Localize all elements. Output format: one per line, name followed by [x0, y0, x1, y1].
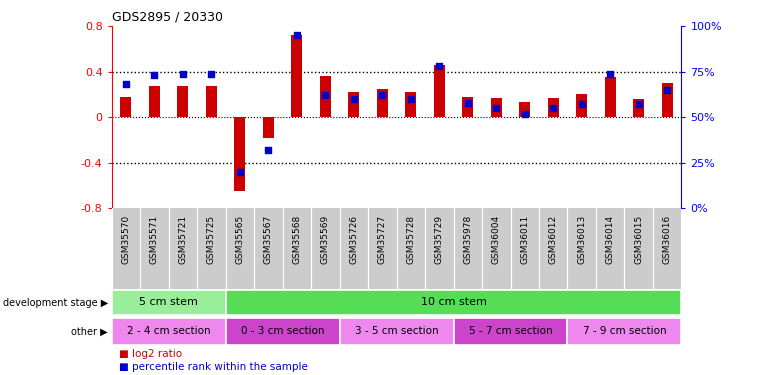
Bar [263, 117, 274, 138]
Text: 5 cm stem: 5 cm stem [139, 297, 198, 307]
Text: GSM36016: GSM36016 [663, 214, 671, 264]
Bar [462, 97, 474, 117]
Text: GSM35726: GSM35726 [350, 214, 358, 264]
Bar [340, 318, 454, 345]
Text: 2 - 4 cm section: 2 - 4 cm section [127, 326, 210, 336]
Point [547, 105, 560, 111]
Point [604, 70, 617, 76]
Bar [226, 290, 681, 315]
Text: development stage ▶: development stage ▶ [2, 298, 108, 308]
Text: GSM35569: GSM35569 [321, 214, 330, 264]
Bar [567, 318, 681, 345]
Point [348, 96, 360, 102]
Text: other ▶: other ▶ [71, 327, 108, 337]
Bar [661, 83, 673, 117]
Text: GSM35571: GSM35571 [150, 214, 159, 264]
Text: 10 cm stem: 10 cm stem [420, 297, 487, 307]
Bar [177, 87, 189, 117]
Bar [576, 94, 588, 117]
Bar [149, 87, 160, 117]
Bar [206, 87, 217, 117]
Bar [226, 318, 340, 345]
Point [433, 63, 445, 69]
Bar [112, 290, 226, 315]
Bar [112, 318, 226, 345]
Point [320, 92, 332, 98]
Bar [454, 318, 567, 345]
Text: 5 - 7 cm section: 5 - 7 cm section [469, 326, 552, 336]
Point [205, 70, 218, 76]
Text: GSM35567: GSM35567 [264, 214, 273, 264]
Text: GSM35727: GSM35727 [378, 214, 387, 264]
Point [519, 111, 531, 117]
Bar [377, 89, 388, 117]
Bar [405, 92, 417, 117]
Point [262, 147, 275, 153]
Point [291, 32, 303, 38]
Bar [604, 77, 616, 117]
Text: 0 - 3 cm section: 0 - 3 cm section [241, 326, 324, 336]
Point [633, 102, 645, 108]
Text: ■ log2 ratio: ■ log2 ratio [119, 350, 182, 359]
Bar [120, 97, 132, 117]
Point [376, 92, 388, 98]
Text: GSM35729: GSM35729 [435, 214, 444, 264]
Text: GSM35568: GSM35568 [293, 214, 301, 264]
Text: GSM36014: GSM36014 [606, 214, 614, 264]
Text: GDS2895 / 20330: GDS2895 / 20330 [112, 11, 223, 24]
Text: GSM35570: GSM35570 [122, 214, 130, 264]
Text: GSM36015: GSM36015 [634, 214, 643, 264]
Bar [348, 92, 360, 117]
Point [234, 169, 246, 175]
Bar [633, 99, 644, 117]
Text: 3 - 5 cm section: 3 - 5 cm section [355, 326, 438, 336]
Point [148, 72, 160, 78]
Point [490, 105, 503, 111]
Text: GSM36004: GSM36004 [492, 214, 501, 264]
Text: ■ percentile rank within the sample: ■ percentile rank within the sample [119, 362, 308, 372]
Point [176, 70, 189, 76]
Text: GSM35978: GSM35978 [464, 214, 472, 264]
Bar [490, 98, 502, 117]
Point [661, 87, 673, 93]
Text: GSM35725: GSM35725 [207, 214, 216, 264]
Text: GSM36011: GSM36011 [521, 214, 529, 264]
Bar [320, 76, 331, 117]
Bar [434, 65, 445, 117]
Point [576, 102, 588, 108]
Text: GSM36012: GSM36012 [549, 214, 557, 264]
Point [462, 100, 474, 106]
Point [120, 81, 132, 87]
Text: GSM35728: GSM35728 [407, 214, 415, 264]
Bar [291, 35, 303, 117]
Bar [519, 102, 531, 117]
Point [405, 96, 417, 102]
Text: 7 - 9 cm section: 7 - 9 cm section [583, 326, 666, 336]
Bar [234, 117, 246, 191]
Text: GSM35721: GSM35721 [179, 214, 187, 264]
Text: GSM36013: GSM36013 [578, 214, 586, 264]
Bar [547, 98, 559, 117]
Text: GSM35565: GSM35565 [236, 214, 244, 264]
